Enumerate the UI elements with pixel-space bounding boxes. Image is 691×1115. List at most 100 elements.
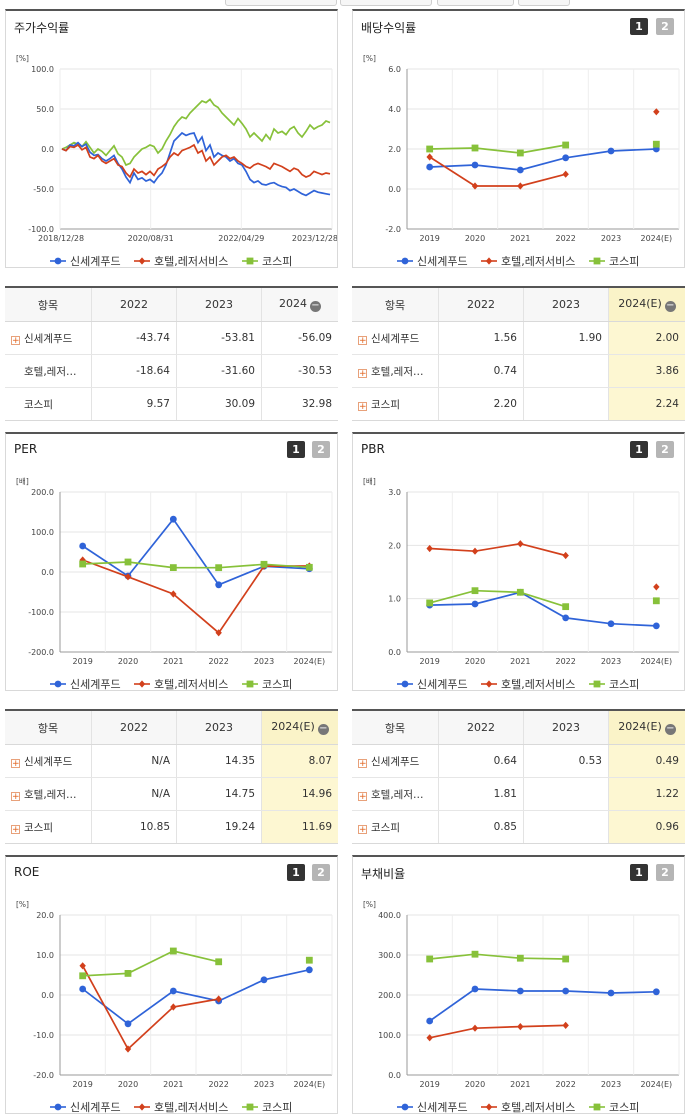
y-tick-label: 3.0 (388, 488, 401, 497)
x-tick-label: 2020 (465, 234, 485, 243)
chart-panel-roe: ROE 1 2 [%] 20.0 10.0 0.0 -10.0 -20.0 2019 2020… (5, 855, 338, 1114)
unit-label: [%] (363, 54, 376, 63)
table-cell: 32.98 (261, 387, 338, 420)
toggle-button-2[interactable]: 2 (312, 864, 330, 881)
x-tick-label: 2019 (419, 1080, 439, 1089)
data-point (169, 515, 177, 523)
y-tick-label: -100.0 (28, 225, 54, 234)
expand-row-icon[interactable]: + (358, 401, 367, 412)
x-tick-label: 2021 (510, 657, 530, 666)
data-point (169, 564, 177, 571)
data-point (426, 1034, 433, 1042)
column-header: 2023 (523, 288, 609, 322)
unit-label: [배] (16, 477, 29, 486)
series-line (81, 965, 219, 1051)
column-header: 항목 (5, 711, 92, 745)
data-point (260, 976, 268, 984)
top-button[interactable] (340, 0, 432, 6)
data-point (124, 558, 132, 566)
y-tick-label: 1.0 (388, 595, 401, 604)
legend-label: 호텔,레저서비스 (154, 255, 228, 268)
x-tick-label: 2019 (419, 234, 439, 243)
expand-row-icon[interactable]: + (11, 335, 20, 346)
x-tick-label: 2021 (510, 1080, 530, 1089)
table-row: + 신세계푸드 -43.74 -53.81 -56.09 (5, 321, 338, 355)
x-tick-label: 2022 (555, 1080, 575, 1089)
collapse-column-icon[interactable]: − (317, 723, 329, 735)
x-tick-label: 2023/12/28 (292, 234, 337, 243)
legend-label: 코스피 (262, 678, 292, 691)
expand-row-icon[interactable]: + (11, 824, 20, 835)
legend-label: 호텔,레저서비스 (501, 255, 575, 268)
row-label: 신세계푸드 (24, 332, 73, 345)
table-cell: -18.64 (91, 354, 177, 388)
column-header: 2023 (176, 711, 262, 745)
table-cell: 2.24 (608, 387, 685, 420)
row-label: 신세계푸드 (371, 755, 420, 768)
toggle-button-1[interactable]: 1 (287, 864, 305, 881)
table-cell: 11.69 (261, 810, 338, 843)
series-line (61, 143, 331, 179)
top-button[interactable] (518, 0, 570, 6)
toggle-button-2[interactable]: 2 (312, 441, 330, 458)
x-tick-label: 2019 (72, 1080, 92, 1089)
table-row: + 호텔,레저… 0.74 3.86 (352, 354, 685, 388)
legend-label: 호텔,레저서비스 (154, 1101, 228, 1114)
table-cell (523, 810, 609, 843)
data-point (562, 551, 569, 560)
table-cell: 0.49 (608, 744, 685, 778)
collapse-column-icon[interactable]: − (664, 723, 676, 735)
x-tick-label: 2021 (163, 657, 183, 666)
table-cell: 1.90 (523, 321, 609, 355)
table-cell: -31.60 (176, 354, 262, 388)
collapse-column-icon[interactable]: − (664, 300, 676, 312)
toggle-button-1[interactable]: 1 (287, 441, 305, 458)
legend-label: 신세계푸드 (70, 678, 121, 691)
collapse-column-icon[interactable]: − (310, 300, 321, 312)
table-cell: 14.35 (176, 744, 262, 778)
expand-row-icon[interactable]: + (358, 368, 367, 379)
expand-row-icon[interactable]: + (11, 791, 20, 802)
table-cell: 30.09 (176, 387, 262, 420)
data-point (652, 622, 660, 630)
expand-row-icon[interactable]: + (358, 824, 367, 835)
toggle-button-1[interactable]: 1 (630, 864, 648, 881)
toggle-button-1[interactable]: 1 (630, 441, 648, 458)
chart-panel-pbr: PBR 1 2 [배] 3.0 2.0 1.0 0.0 2019 2020 2021 2022 2… (352, 432, 685, 691)
data-point (169, 987, 177, 995)
toggle-button-2[interactable]: 2 (656, 441, 674, 458)
x-tick-label: 2024(E) (641, 657, 673, 666)
expand-row-icon[interactable]: + (11, 758, 20, 769)
x-tick-label: 2024(E) (294, 1080, 326, 1089)
legend-label: 신세계푸드 (417, 255, 468, 268)
data-point (652, 140, 660, 148)
series-line (429, 542, 566, 557)
toggle-button-2[interactable]: 2 (656, 18, 674, 35)
x-tick-label: 2024(E) (294, 657, 326, 666)
top-button[interactable] (437, 0, 514, 6)
legend-marker (138, 680, 146, 688)
table-row: 코스피 9.57 30.09 32.98 (5, 387, 338, 420)
expand-row-icon[interactable]: + (358, 791, 367, 802)
legend-marker (401, 1103, 409, 1111)
y-tick-label: 300.0 (378, 951, 401, 960)
y-tick-label: 0.0 (388, 1071, 401, 1080)
y-tick-label: 100.0 (31, 65, 54, 74)
chart-div: [%] 6.0 4.0 2.0 0.0 -2.0 2019 2020 2021 2022 2023 2… (363, 54, 680, 268)
y-tick-label: 2.0 (388, 145, 401, 154)
toggle-button-2[interactable]: 2 (656, 864, 674, 881)
top-button[interactable] (225, 0, 337, 6)
data-point (471, 985, 479, 993)
expand-row-icon[interactable]: + (358, 758, 367, 769)
y-tick-label: 0.0 (388, 185, 401, 194)
data-point (426, 145, 434, 153)
x-tick-label: 2021 (510, 234, 530, 243)
table-row: + 신세계푸드 0.64 0.53 0.49 (352, 744, 685, 778)
expand-row-icon[interactable]: + (358, 335, 367, 346)
data-point (607, 620, 615, 628)
toggle-button-1[interactable]: 1 (630, 18, 648, 35)
data-point (562, 141, 570, 149)
legend-label: 코스피 (262, 1101, 292, 1114)
table-per: 항목 2022 2023 2024(E) − + 신세계푸드 N/A 14.35 8.07 + 호텔,… (5, 709, 338, 844)
x-tick-label: 2022 (555, 234, 575, 243)
